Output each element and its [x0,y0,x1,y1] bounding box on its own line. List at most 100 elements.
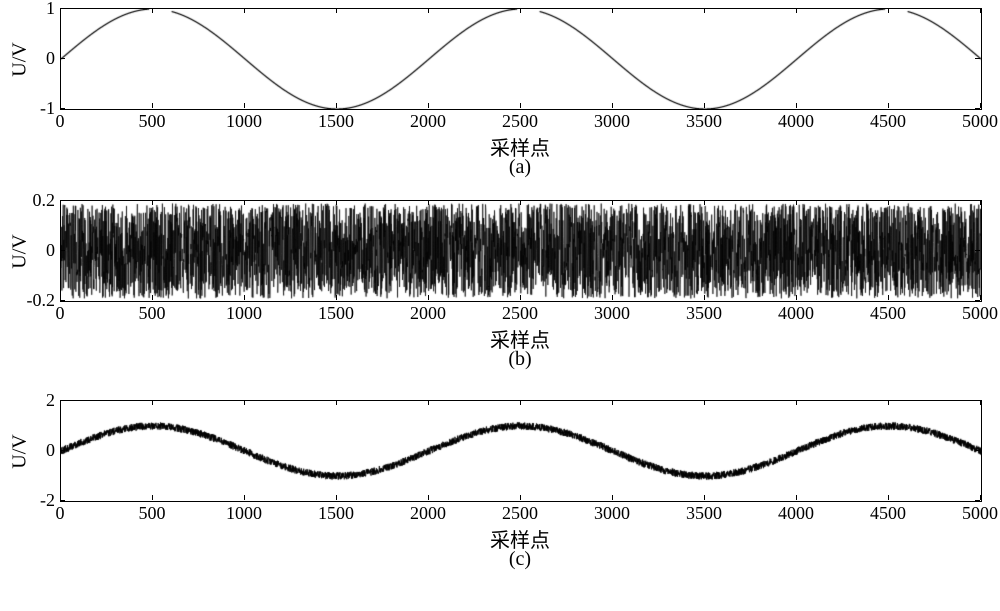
xtick-label: 0 [35,304,85,322]
xtick-label: 2000 [403,112,453,130]
xtick [612,8,613,13]
xtick [704,8,705,13]
xtick [336,200,337,205]
xtick [60,8,61,13]
xtick-label: 1500 [311,112,361,130]
xtick [336,8,337,13]
xtick [336,400,337,405]
xtick [980,495,981,500]
xtick [60,495,61,500]
xtick-label: 2500 [495,504,545,522]
xtick [796,103,797,108]
xtick-label: 500 [127,112,177,130]
figure-container: -101050010001500200025003000350040004500… [0,0,1000,611]
xtick [428,200,429,205]
xtick [520,495,521,500]
xtick-label: 4500 [863,304,913,322]
ylabel-c: U/V [9,422,32,482]
xtick-label: 1000 [219,304,269,322]
xtick-label: 4000 [771,112,821,130]
xtick [612,103,613,108]
xtick [704,200,705,205]
xtick [980,8,981,13]
xtick [428,495,429,500]
ytick [60,250,65,251]
xtick-label: 1000 [219,504,269,522]
ytick [60,8,65,9]
xtick-label: 5000 [955,112,1000,130]
xtick-label: 0 [35,504,85,522]
xtick [520,8,521,13]
subplot-label-a: (a) [490,156,550,179]
xtick-label: 500 [127,304,177,322]
xtick [888,103,889,108]
ytick [975,58,980,59]
xtick [428,103,429,108]
xtick [60,200,61,205]
xtick [520,103,521,108]
xtick [152,400,153,405]
xtick [336,495,337,500]
xtick [888,200,889,205]
xtick-label: 2000 [403,504,453,522]
xtick [244,8,245,13]
xtick-label: 1000 [219,112,269,130]
xtick [612,295,613,300]
xtick [152,200,153,205]
xtick [704,400,705,405]
ytick [60,500,65,501]
xtick [244,400,245,405]
panel-c: -202050010001500200025003000350040004500… [0,400,1000,590]
xtick [336,103,337,108]
xtick-label: 5000 [955,304,1000,322]
xtick [428,8,429,13]
xtick [152,495,153,500]
ylabel-b: U/V [9,222,32,282]
signal-canvas-a [61,9,981,109]
ytick [975,250,980,251]
xtick [796,400,797,405]
xtick [60,103,61,108]
xtick-label: 2500 [495,304,545,322]
ytick [60,450,65,451]
xtick-label: 3000 [587,504,637,522]
xtick-label: 4500 [863,112,913,130]
ylabel-a: U/V [9,30,32,90]
xtick [980,103,981,108]
xtick [612,400,613,405]
xtick [244,200,245,205]
xtick [612,495,613,500]
xtick [520,400,521,405]
plot-area-a [60,8,982,110]
ytick-label: 0.2 [15,191,55,209]
xtick [888,8,889,13]
xtick [704,295,705,300]
xtick-label: 4000 [771,504,821,522]
xtick [244,495,245,500]
ytick [60,300,65,301]
xtick-label: 3000 [587,112,637,130]
xtick [60,295,61,300]
xtick-label: 0 [35,112,85,130]
xtick [704,103,705,108]
panel-a: -101050010001500200025003000350040004500… [0,8,1000,198]
xtick-label: 2500 [495,112,545,130]
xtick [980,200,981,205]
xtick [244,295,245,300]
plot-area-b [60,200,982,302]
xtick [888,295,889,300]
ytick [975,450,980,451]
xtick [244,103,245,108]
xtick-label: 4000 [771,304,821,322]
subplot-label-c: (c) [490,548,550,571]
ytick [60,108,65,109]
xtick [612,200,613,205]
subplot-label-b: (b) [490,348,550,371]
xtick-label: 3000 [587,304,637,322]
xtick [520,200,521,205]
xtick [152,8,153,13]
xtick [152,295,153,300]
xtick [888,400,889,405]
xtick [980,295,981,300]
xtick [704,495,705,500]
